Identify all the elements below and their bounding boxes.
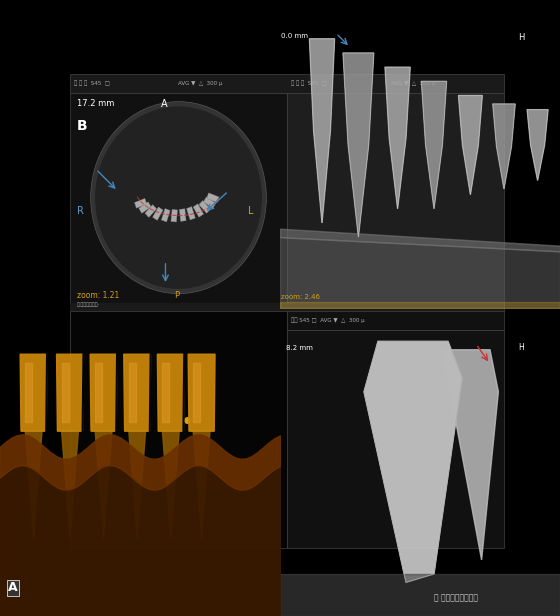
- Polygon shape: [25, 431, 42, 539]
- Polygon shape: [442, 350, 498, 560]
- Text: ⬛⬛ S45 ▢  AVG ▼  △  300 μ: ⬛⬛ S45 ▢ AVG ▼ △ 300 μ: [291, 318, 365, 323]
- Text: ⬛·⬛⬛⬛⬛⬛⬛·: ⬛·⬛⬛⬛⬛⬛⬛·: [77, 302, 100, 307]
- Polygon shape: [193, 363, 200, 422]
- Polygon shape: [62, 363, 69, 422]
- Polygon shape: [124, 354, 151, 431]
- Text: R: R: [77, 206, 83, 216]
- Polygon shape: [90, 354, 117, 431]
- Bar: [171, 209, 178, 222]
- Polygon shape: [162, 363, 169, 422]
- Bar: [186, 206, 195, 220]
- Text: zoom: 2.46: zoom: 2.46: [281, 294, 320, 301]
- Text: A: A: [161, 99, 168, 110]
- Text: AVG ▼  △  300 μ: AVG ▼ △ 300 μ: [391, 81, 436, 86]
- Polygon shape: [62, 431, 78, 539]
- Polygon shape: [527, 110, 548, 180]
- Polygon shape: [459, 95, 482, 195]
- Polygon shape: [95, 363, 102, 422]
- Text: zoom: 1.21: zoom: 1.21: [77, 291, 119, 300]
- Bar: [203, 197, 216, 208]
- Bar: [287, 93, 504, 311]
- Bar: [153, 207, 163, 221]
- Bar: [287, 311, 504, 330]
- Bar: [199, 201, 211, 213]
- Polygon shape: [129, 431, 146, 539]
- Text: B: B: [77, 119, 87, 133]
- Polygon shape: [129, 363, 136, 422]
- Text: A: A: [8, 582, 18, 594]
- Text: H: H: [518, 342, 524, 352]
- Text: ⬛ ⬛ ⬛  S45  ▢: ⬛ ⬛ ⬛ S45 ▢: [291, 81, 328, 86]
- Polygon shape: [95, 431, 112, 539]
- Text: L: L: [248, 206, 254, 216]
- Bar: [161, 209, 170, 222]
- Bar: [139, 202, 151, 213]
- Text: H: H: [518, 33, 524, 42]
- Polygon shape: [157, 354, 184, 431]
- Circle shape: [91, 102, 267, 294]
- Polygon shape: [162, 431, 179, 539]
- Text: 微 派一口腔正畸林军: 微 派一口腔正畸林军: [434, 593, 478, 602]
- Bar: [145, 205, 157, 217]
- Bar: [287, 330, 504, 548]
- Bar: [70, 93, 287, 311]
- Polygon shape: [193, 431, 210, 539]
- Bar: [179, 209, 186, 221]
- Polygon shape: [343, 53, 374, 237]
- Bar: [193, 204, 203, 217]
- Text: 0.0 mm: 0.0 mm: [281, 33, 309, 39]
- Polygon shape: [188, 354, 215, 431]
- Text: 17.2 mm: 17.2 mm: [77, 99, 114, 108]
- Text: ⬛ ⬛ ⬛  S45  ▢: ⬛ ⬛ ⬛ S45 ▢: [74, 81, 110, 86]
- Polygon shape: [364, 341, 462, 582]
- Bar: [207, 193, 219, 203]
- Polygon shape: [20, 354, 47, 431]
- Bar: [134, 198, 147, 208]
- Circle shape: [95, 107, 262, 289]
- Polygon shape: [309, 39, 335, 223]
- Bar: [70, 74, 504, 93]
- Bar: [70, 311, 287, 548]
- Text: P: P: [174, 291, 179, 300]
- Polygon shape: [493, 104, 515, 189]
- Polygon shape: [25, 363, 32, 422]
- Text: 8.2 mm: 8.2 mm: [286, 345, 312, 351]
- Polygon shape: [57, 354, 83, 431]
- Polygon shape: [385, 67, 410, 209]
- Polygon shape: [421, 81, 447, 209]
- Text: AVG ▼  △  300 μ: AVG ▼ △ 300 μ: [179, 81, 223, 86]
- Bar: [70, 304, 504, 318]
